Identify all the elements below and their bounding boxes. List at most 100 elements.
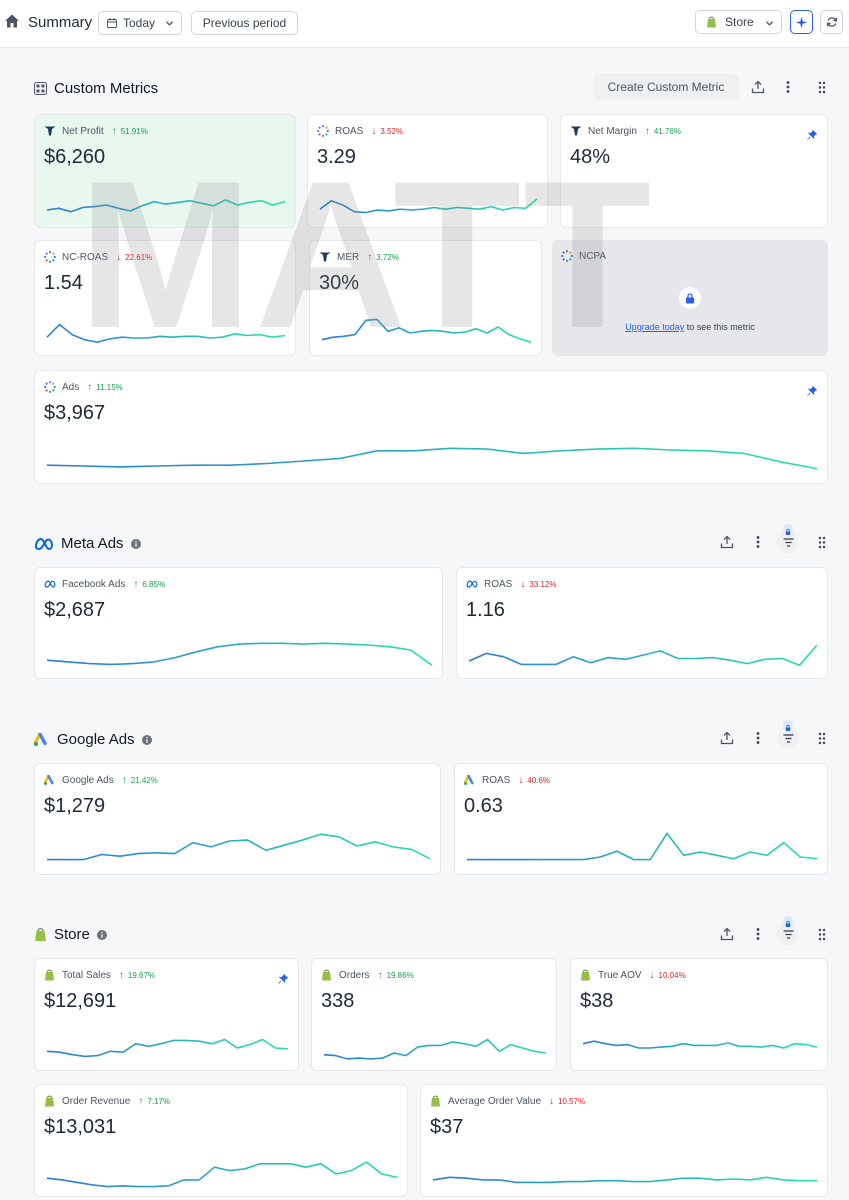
create-custom-metric-button[interactable]: Create Custom Metric [593,74,739,100]
ai-assistant-button[interactable] [790,10,813,34]
metric-delta: ↑ 51.91% [112,126,148,137]
sparkline-series [46,1038,289,1058]
export-button[interactable] [718,925,736,943]
upgrade-link[interactable]: Upgrade today [625,322,685,332]
metric-card-orders[interactable]: Orders ↑ 19.86% 338 [311,958,557,1071]
metric-card-roas[interactable]: ROAS ↓ 40.6% 0.63 [454,763,828,875]
drag-handle[interactable] [813,729,831,747]
filter-button-locked[interactable] [777,524,799,553]
metric-card-header: Facebook Ads ↑ 6.85% [44,578,165,590]
lock-icon [783,916,793,927]
shopify-icon [580,969,592,981]
metric-card-header: True AOV ↓ 10.04% [580,969,686,981]
metric-name: True AOV [598,969,642,981]
pin-icon[interactable] [278,971,289,984]
sparkline-chart [46,1038,289,1058]
drag-handle[interactable] [813,78,831,96]
metric-card-average-order-value[interactable]: Average Order Value ↓ 10.57% $37 [420,1084,828,1197]
arrow-up-icon: ↑ [377,969,383,981]
shopify-icon [707,16,716,28]
metric-card-facebook-ads[interactable]: Facebook Ads ↑ 6.85% $2,687 [34,567,443,679]
export-icon [751,80,765,94]
metric-card-mer[interactable]: MER ↑ 3.72% 30% [309,240,542,356]
section-title-text: Meta Ads [61,535,124,552]
more-options-button[interactable] [749,925,767,943]
metric-delta-value: 19.86% [386,970,414,980]
metric-delta-value: 11.15% [96,382,123,392]
refresh-button[interactable] [820,10,843,34]
sparkline-chart [46,1161,398,1188]
metric-delta-value: 21.42% [130,775,158,785]
calendar-icon [107,18,117,28]
loading-dots-icon [44,251,56,263]
metric-delta-value: 33.12% [529,579,557,589]
metric-delta-value: 10.04% [658,970,686,980]
more-options-button[interactable] [749,533,767,551]
filter-icon [783,929,794,939]
metric-delta: ↓ 10.57% [549,1096,585,1107]
sparkline-chart [582,1040,818,1049]
export-button[interactable] [718,533,736,551]
meta-icon [34,537,54,550]
metric-card-google-ads[interactable]: Google Ads ↑ 21.42% $1,279 [34,763,441,875]
shopify-icon [430,1095,442,1107]
drag-handle[interactable] [813,533,831,551]
metric-name: Total Sales [62,969,111,981]
metric-delta-value: 6.85% [142,579,166,589]
metric-card-roas[interactable]: ROAS ↓ 33.12% 1.16 [456,567,828,679]
metric-card-header: Ads ↑ 11.15% [44,381,123,393]
refresh-icon [826,17,837,27]
store-selector-button[interactable]: Store [695,10,782,34]
compare-period-button[interactable]: Previous period [191,11,298,35]
metric-value: 1.16 [466,599,505,621]
more-options-button[interactable] [749,729,767,747]
export-button[interactable] [749,78,767,96]
sparkline-chart [468,644,818,667]
drag-handle-icon [818,536,826,549]
metric-delta: ↑ 41.76% [645,126,681,137]
export-button[interactable] [718,729,736,747]
metric-card-ads[interactable]: Ads ↑ 11.15% $3,967 [34,370,828,484]
metric-delta-value: 3.52% [380,126,404,136]
metric-card-true-aov[interactable]: True AOV ↓ 10.04% $38 [570,958,828,1071]
metric-card-net-margin[interactable]: Net Margin ↑ 41.76% 48% [560,114,828,228]
info-icon[interactable] [141,734,152,745]
more-vertical-icon [786,81,790,93]
arrow-down-icon: ↓ [116,251,122,263]
sparkline-series [467,832,818,861]
drag-handle[interactable] [813,925,831,943]
metric-card-nc-roas[interactable]: NC-ROAS ↓ 22.61% 1.54 [34,240,296,356]
sparkline-chart [46,642,433,666]
metric-card-order-revenue[interactable]: Order Revenue ↑ 7.17% $13,031 [34,1084,408,1197]
more-options-button[interactable] [779,78,797,96]
pin-icon[interactable] [807,383,818,396]
sparkline-series [582,1040,818,1049]
metric-value: $13,031 [44,1116,117,1138]
triple-whale-icon [44,125,56,137]
metric-card-roas[interactable]: ROAS ↓ 3.52% 3.29 [307,114,548,228]
filter-button-locked[interactable] [777,720,799,749]
sparkline-series [319,198,538,214]
arrow-down-icon: ↓ [371,125,377,137]
metric-card-total-sales[interactable]: Total Sales ↑ 19.67% $12,691 [34,958,299,1071]
date-range-button[interactable]: Today [98,11,182,35]
more-vertical-icon [756,731,760,745]
pin-icon[interactable] [807,127,818,140]
metric-delta: ↓ 3.52% [371,126,403,137]
info-icon[interactable] [96,929,107,940]
metric-card-ncpa-locked: NCPA Upgrade today to see this metric [552,240,828,356]
loading-dots-icon [317,125,329,137]
filter-button-locked[interactable] [777,916,799,945]
shopify-icon [35,928,46,941]
metric-name: Google Ads [62,774,114,786]
metric-card-header: Net Margin ↑ 41.76% [570,125,681,137]
info-icon[interactable] [130,538,141,549]
shopify-icon [44,969,56,981]
metric-card-net-profit[interactable]: Net Profit ↑ 51.91% $6,260 [34,114,296,228]
sparkline-series [432,1176,817,1184]
home-icon[interactable] [4,13,20,29]
arrow-up-icon: ↑ [111,125,117,137]
metric-delta: ↑ 21.42% [122,775,158,786]
metric-value: $3,967 [44,402,106,424]
metric-name: Facebook Ads [62,578,126,590]
